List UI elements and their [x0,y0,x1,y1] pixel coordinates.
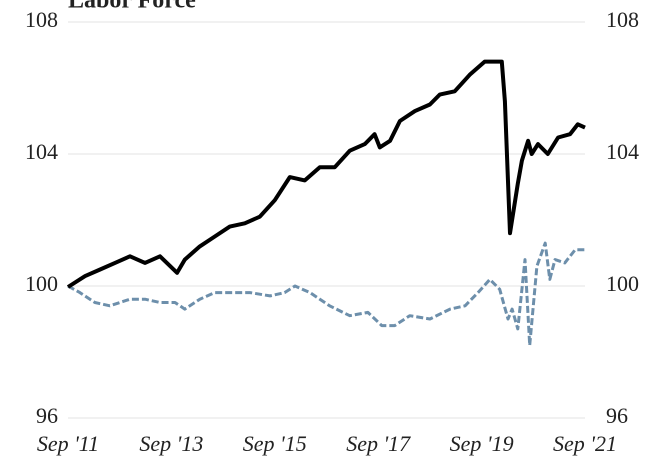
x-tick-label: Sep '19 [450,431,514,456]
y2-tick-label: 100 [606,271,639,296]
y-tick-label: 104 [25,139,58,164]
y-tick-label: 100 [25,271,58,296]
y2-tick-label: 108 [606,7,639,32]
x-tick-label: Sep '11 [37,431,99,456]
line-series [67,241,585,347]
y2-tick-label: 104 [606,139,639,164]
x-tick-label: Sep '17 [346,431,411,456]
x-tick-label: Sep '13 [139,431,203,456]
x-tick-label: Sep '15 [243,431,307,456]
chart-title: Labor Force [68,0,196,14]
x-tick-label: Sep '21 [553,431,617,456]
line-series [66,59,586,289]
y-tick-label: 108 [25,7,58,32]
y2-tick-label: 96 [606,403,628,428]
y-tick-label: 96 [36,403,58,428]
